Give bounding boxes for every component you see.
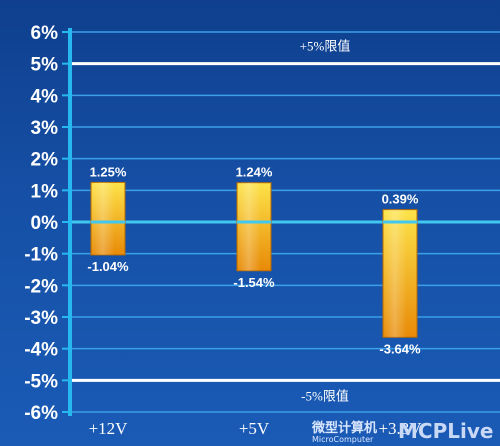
limit-label: -5%限值 [301,388,349,403]
y-tick-label: -5% [24,371,58,392]
watermark-brand: 微型计算机 [311,420,377,436]
data-label-low: -1.04% [87,259,129,274]
grid-lines [70,31,500,413]
category-label: +3.3V [378,419,422,438]
y-tick-label: 4% [31,86,59,107]
y-tick-label: 6% [31,23,59,44]
watermark-logo: MCPLive [398,419,493,443]
bar-shine [383,209,417,338]
y-tick-label: 3% [31,118,59,139]
y-tick-label: 0% [31,213,59,234]
y-tick-label: -6% [24,403,58,424]
y-axis: 6% 5% 4% 3% 2% 1% 0% -1% -2% -3% -4% -5% -6% [24,23,72,424]
data-label-low: -1.54% [233,275,275,290]
category-label: +5V [239,419,270,438]
watermark-sub: MicroComputer [312,435,374,444]
y-tick-label: 2% [31,150,59,171]
labels: +5%限值 -5%限值 1.25% -1.04% +12V 1.24% -1.54% +5V 0… [87,39,422,438]
data-label-high: 0.39% [382,192,419,207]
data-label-low: -3.64% [379,341,421,356]
watermark: 微型计算机 MicroComputer MCPLive [311,419,493,444]
bar-shine [91,182,125,255]
category-label: +12V [89,419,129,438]
data-label-high: 1.24% [236,165,273,180]
y-tick-label: -2% [24,276,58,297]
limit-label: +5%限值 [300,39,351,54]
y-tick-label: 5% [31,55,59,76]
data-label-high: 1.25% [90,164,127,179]
y-tick-label: 1% [31,181,59,202]
y-tick-label: -3% [24,308,58,329]
y-tick-label: -1% [24,245,58,266]
bar-shine [237,182,271,271]
bars [90,181,418,338]
y-tick-label: -4% [24,340,58,361]
